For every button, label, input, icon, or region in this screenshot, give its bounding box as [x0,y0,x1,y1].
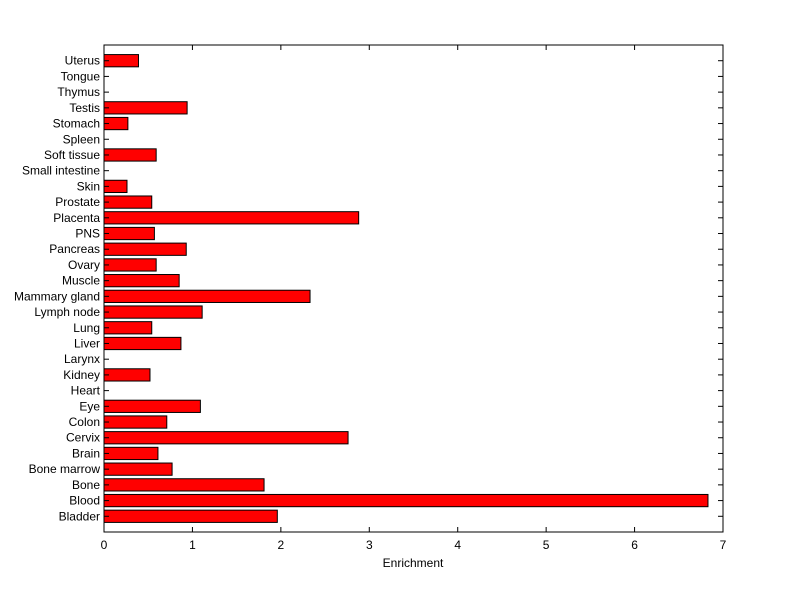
x-tick-label: 7 [720,538,727,552]
bar-eye [103,399,201,413]
bar-lymph-node [103,305,203,319]
bar-blood [103,493,709,508]
x-tick-label: 6 [631,538,638,552]
y-tick-label: Cervix [66,431,100,445]
bar-lung [103,321,153,335]
y-tick-label: Uterus [65,54,100,68]
y-tick-label: Lymph node [34,305,100,319]
plot-area [104,45,723,532]
bar-uterus [103,54,139,68]
y-tick-label: Kidney [63,368,100,382]
bar-bone [103,478,265,492]
y-tick-label: Bone [72,478,100,492]
y-tick-label: Muscle [62,274,100,288]
plot-frame [103,44,724,533]
y-tick-label: Colon [69,415,100,429]
x-tick-label: 0 [101,538,108,552]
y-tick-label: Eye [79,399,100,413]
y-tick-label: Small intestine [22,164,100,178]
y-tick-label: Prostate [55,195,100,209]
x-tick-labels: 0 1 2 3 4 5 6 7 [101,538,727,552]
y-tick-label: Pancreas [49,242,100,256]
bar-cervix [103,431,349,445]
bar-bladder [103,509,278,523]
x-tick-label: 2 [278,538,285,552]
y-tick-label: Thymus [57,85,100,99]
bar-ovary [103,258,157,272]
bar-bone-marrow [103,462,173,476]
y-tick-label: Heart [71,384,101,398]
bar-pns [103,226,155,241]
bar-prostate [103,195,153,209]
bar-liver [103,336,182,351]
bar-placenta [103,211,360,225]
x-axis-label: Enrichment [383,556,444,570]
y-tick-label: Bone marrow [29,462,101,476]
y-tick-label: Larynx [64,352,100,366]
y-tick-label: Tongue [61,69,101,83]
bar-kidney [103,368,151,382]
bar-mammary-gland [103,289,311,303]
x-tick-label: 4 [454,538,461,552]
y-tick-label: PNS [75,227,100,241]
y-tick-label: Liver [74,336,100,350]
x-tick-label: 3 [366,538,373,552]
bar-soft-tissue [103,148,157,162]
ticks-layer [103,45,724,532]
x-tick-label: 1 [189,538,196,552]
y-tick-label: Stomach [53,117,100,131]
y-tick-label: Placenta [53,211,100,225]
x-tick-label: 5 [543,538,550,552]
y-tick-label: Lung [73,321,100,335]
y-tick-label: Mammary gland [14,289,100,303]
bar-muscle [103,274,180,288]
bar-testis [103,101,188,115]
bar-brain [103,446,159,461]
bar-pancreas [103,242,187,256]
y-tick-label: Brain [72,446,100,460]
y-tick-label: Soft tissue [44,148,100,162]
y-tick-label: Ovary [68,258,100,272]
y-tick-label: Testis [69,101,100,115]
y-tick-label: Blood [69,494,100,508]
bar-colon [103,415,168,429]
y-tick-label: Spleen [63,132,100,146]
y-tick-label: Skin [77,179,100,193]
y-tick-label: Bladder [59,509,100,523]
